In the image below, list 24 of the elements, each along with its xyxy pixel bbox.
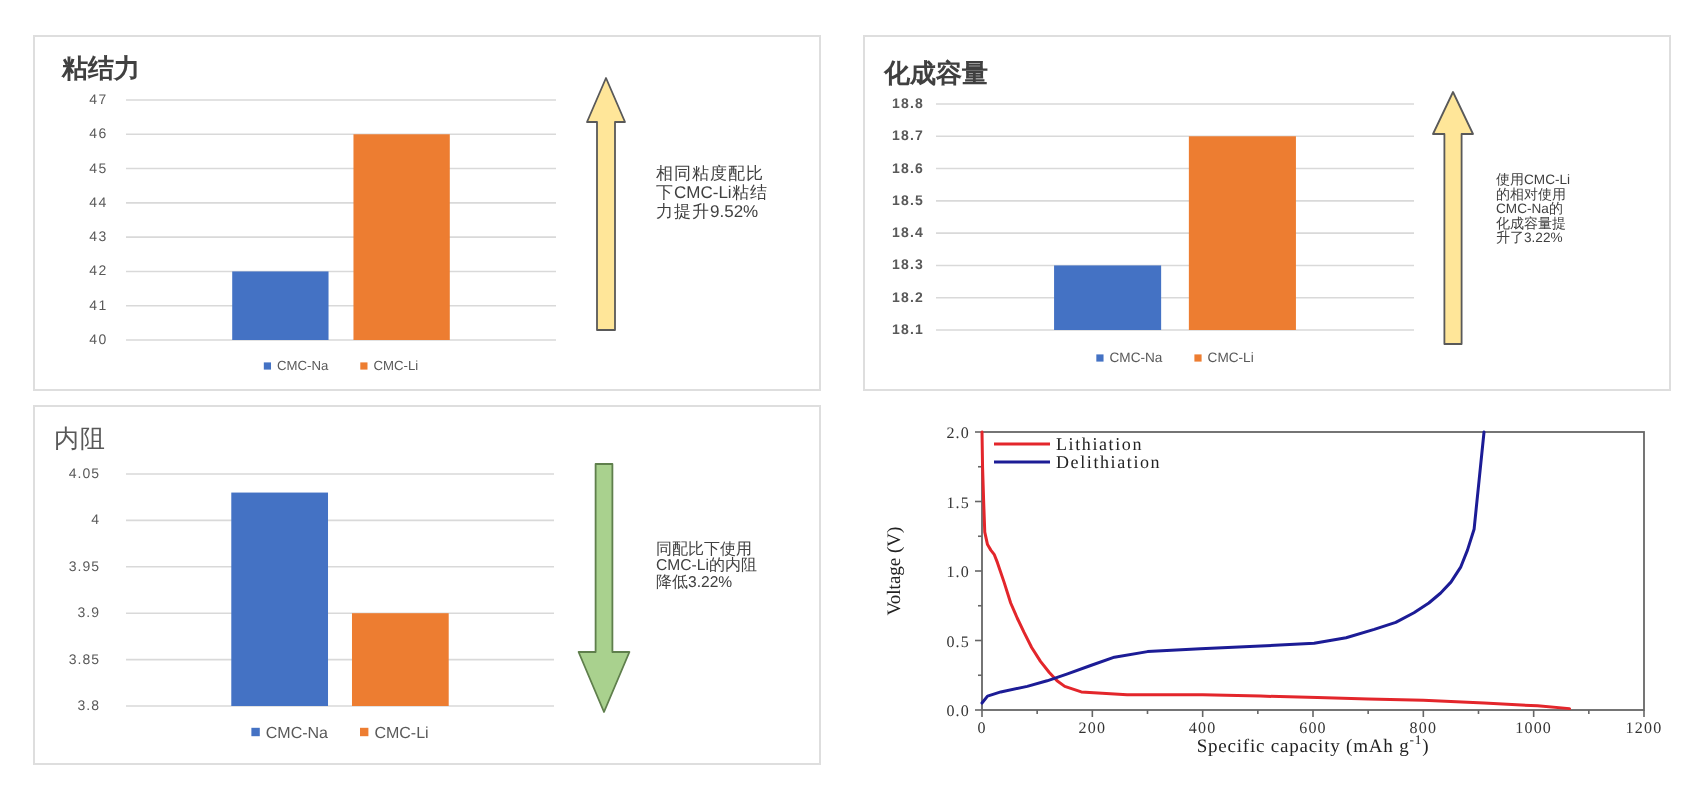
- y-tick-label: 0.0: [946, 701, 970, 719]
- x-tick-label: 800: [1409, 718, 1438, 736]
- x-tick-label: 0: [977, 718, 987, 736]
- y-tick-label: 0.5: [946, 631, 970, 650]
- y-tick-label: 2.0: [946, 423, 970, 441]
- text: 相同粘度配比下CMC-Li粘结力提升9.52%: [656, 163, 768, 221]
- x-tick-label: 600: [1299, 718, 1327, 736]
- y-axis-title: Voltage (V): [886, 526, 906, 616]
- legend-label: CMC-Na: [265, 723, 330, 741]
- x-tick-label: 200: [1078, 718, 1107, 736]
- line-series: [980, 430, 1572, 711]
- chart-title: 内阻: [54, 425, 106, 453]
- x-axis-title: Specific capacity (mAh g$^{-1}$): [1196, 734, 1430, 758]
- chart-title: 粘结力: [60, 52, 140, 82]
- y-tick-label: 1.5: [946, 492, 970, 511]
- line-series: [980, 430, 1486, 705]
- y-tick-label: 1.0: [946, 562, 970, 580]
- x-tick-label: 1000: [1515, 718, 1553, 736]
- legend-label: Lithiation: [1056, 434, 1143, 454]
- x-tick-label: 400: [1188, 718, 1217, 736]
- legend-label: Delithiation: [1056, 452, 1162, 472]
- chart-title: 化成容量: [882, 57, 988, 87]
- x-tick-label: 1200: [1625, 718, 1663, 736]
- legend-label: CMC-Li: [374, 723, 430, 741]
